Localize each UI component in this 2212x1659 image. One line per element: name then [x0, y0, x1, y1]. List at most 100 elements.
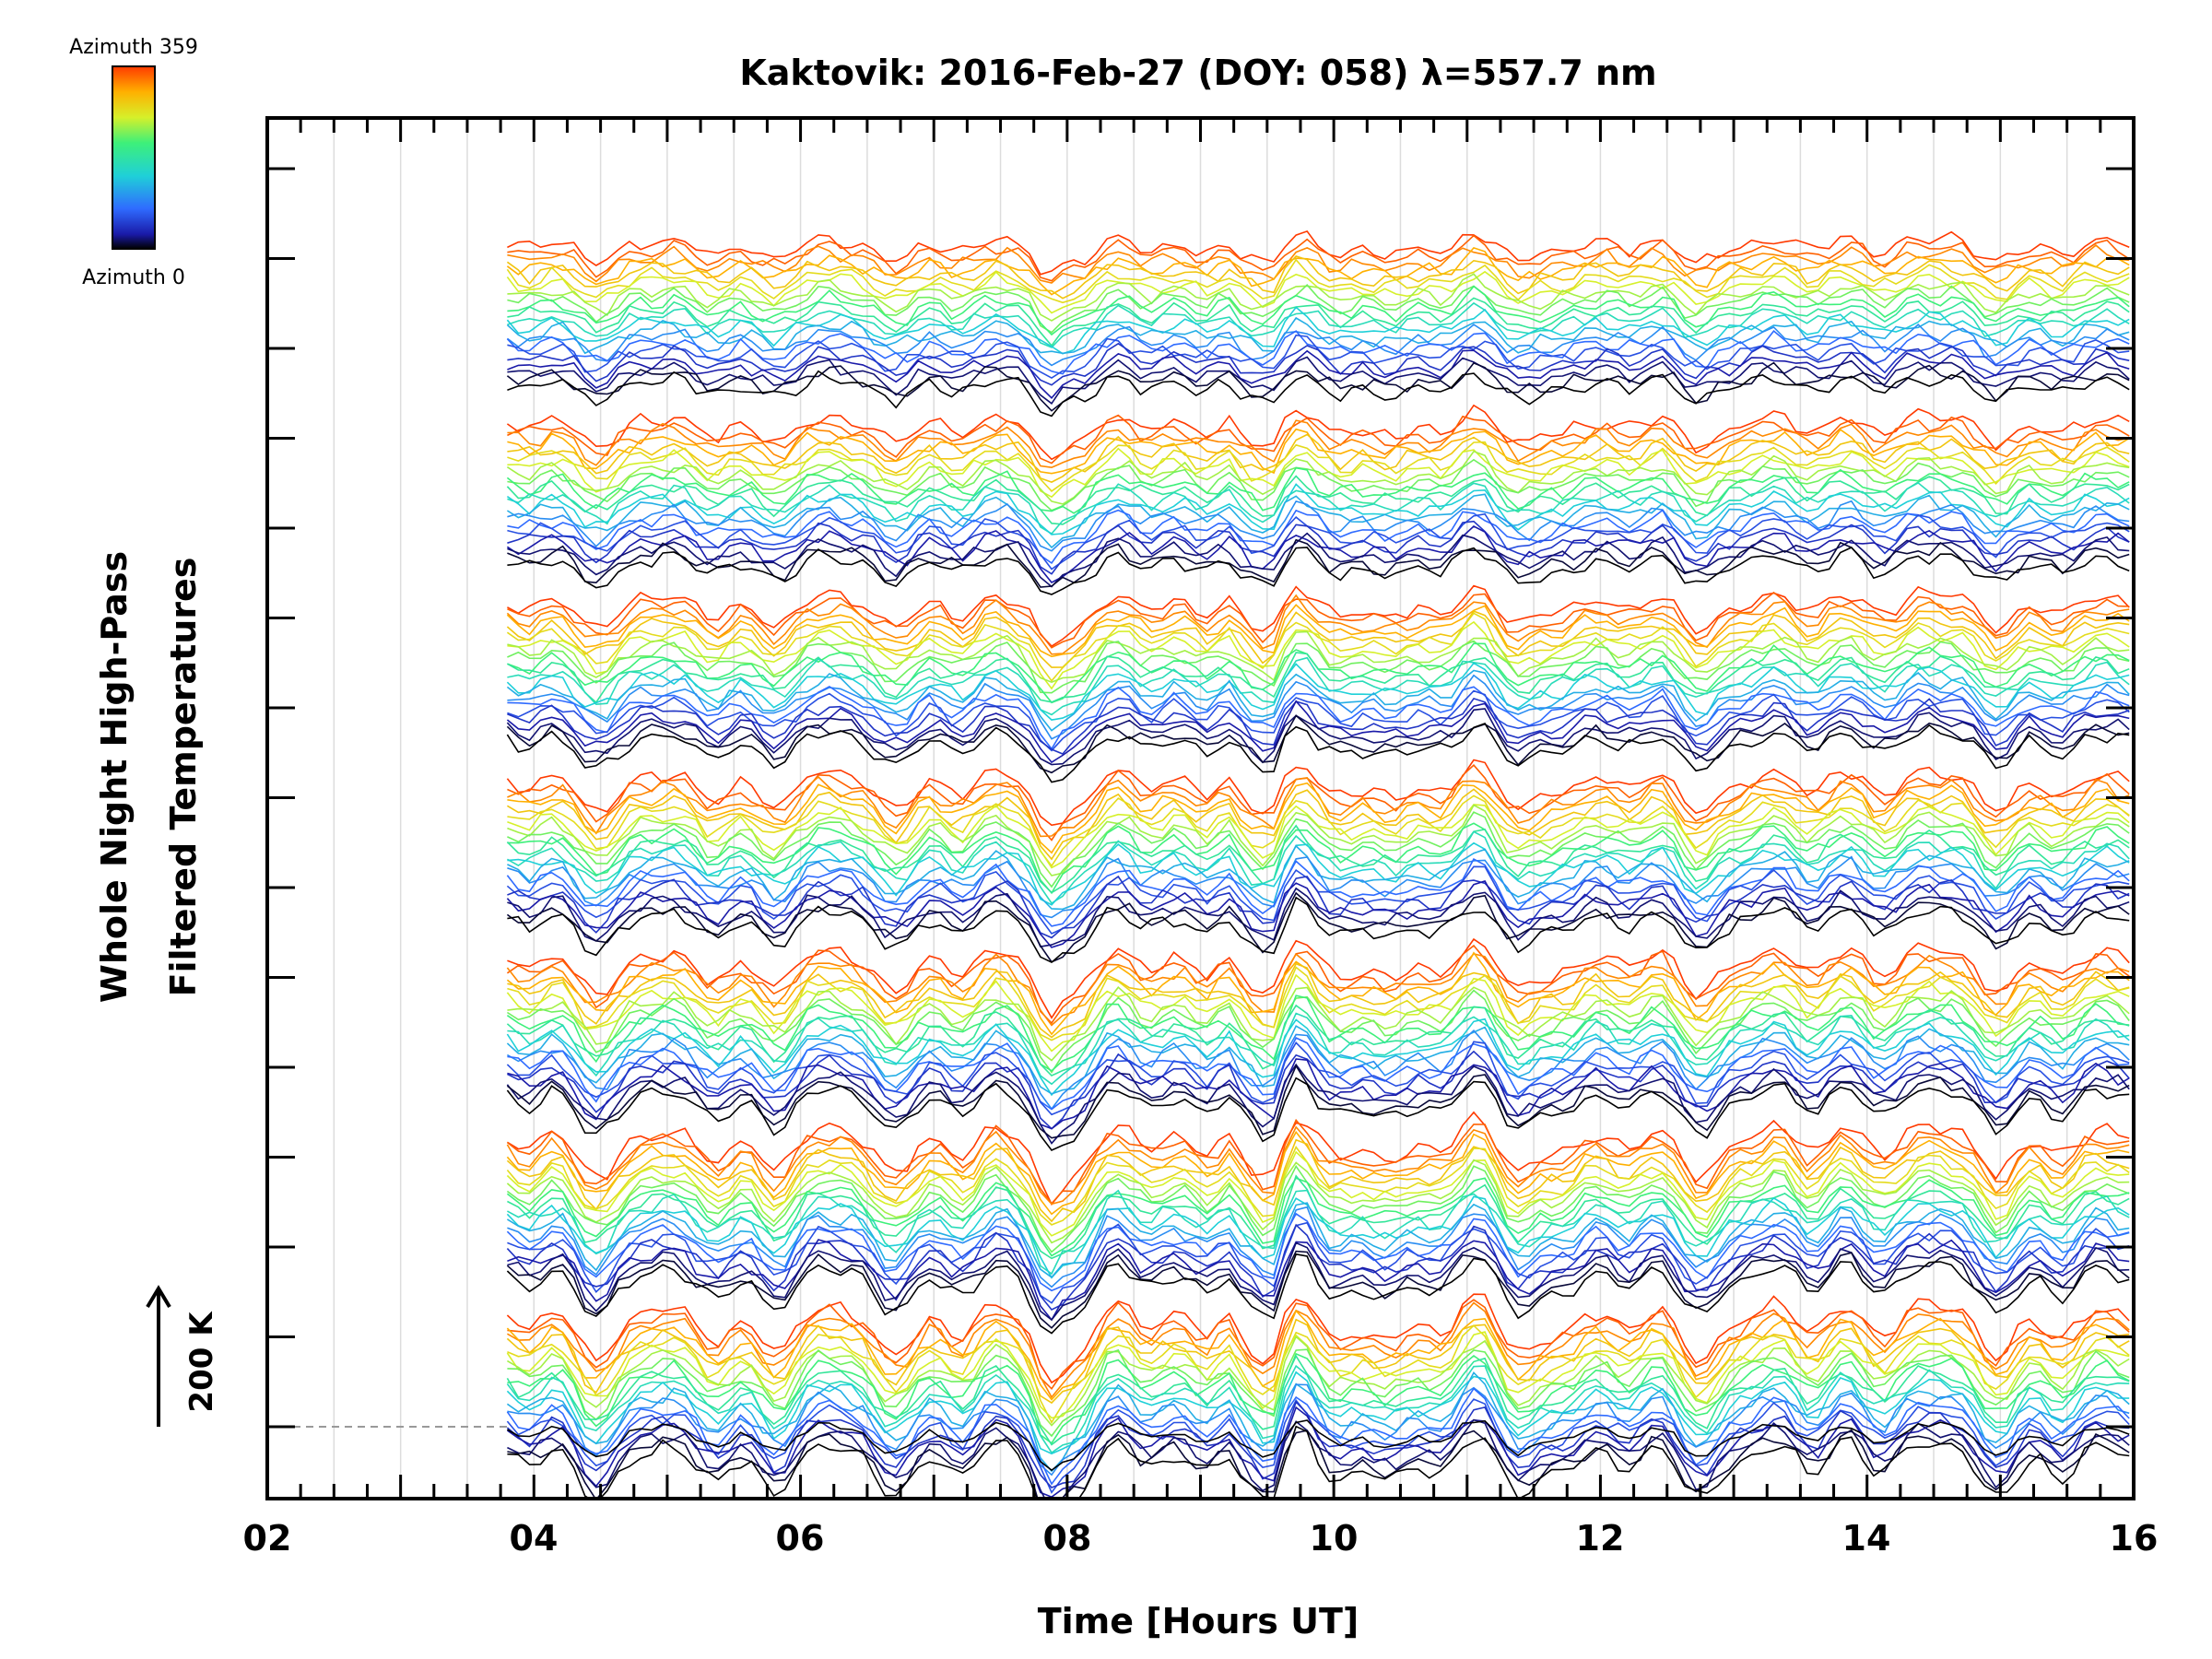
- temperature-trace: [507, 1324, 2130, 1424]
- temperature-trace: [507, 656, 2130, 716]
- temperature-trace: [506, 1293, 2130, 1384]
- temperature-trace: [506, 1025, 2130, 1095]
- temperature-trace: [506, 858, 2130, 927]
- temperature-trace: [507, 532, 2130, 588]
- temperature-trace: [507, 844, 2130, 911]
- temperature-trace: [507, 428, 2130, 475]
- temperature-trace: [506, 1111, 2130, 1206]
- temperature-trace: [506, 1406, 2130, 1499]
- temperature-trace: [506, 788, 2130, 861]
- temperature-trace: [507, 782, 2130, 854]
- temperature-trace: [506, 1130, 2130, 1216]
- x-tick-label: 02: [243, 1518, 292, 1559]
- temperature-trace: [506, 1223, 2130, 1311]
- colorbar-gradient: [112, 65, 156, 250]
- temperature-trace: [506, 1354, 2130, 1446]
- temperature-trace: [506, 1146, 2130, 1226]
- temperature-trace: [506, 1331, 2130, 1419]
- temperature-trace: [506, 1371, 2130, 1473]
- temperature-trace: [506, 306, 2130, 355]
- x-axis: 02 04 06 08 10 12 14 16 Time [Hours UT]: [243, 1518, 2159, 1641]
- temperature-trace: [507, 547, 2130, 595]
- temperature-trace: [506, 824, 2130, 894]
- temperature-trace: [507, 447, 2130, 499]
- temperature-trace: [507, 458, 2130, 512]
- x-axis-label: Time [Hours UT]: [1038, 1601, 1359, 1641]
- temperature-trace: [507, 1299, 2130, 1391]
- temperature-trace: [507, 284, 2130, 334]
- temperature-trace: [507, 1383, 2130, 1477]
- temperature-trace: [506, 475, 2130, 525]
- temperature-trace: [507, 370, 2130, 418]
- temperature-trace: [507, 584, 2130, 648]
- temperature-trace: [507, 875, 2130, 939]
- temperature-trace: [507, 297, 2130, 347]
- temperature-trace: [507, 1206, 2130, 1288]
- colorbar: Azimuth 359 Azimuth 0: [69, 36, 198, 289]
- temperature-trace: [507, 1030, 2130, 1111]
- temperature-trace: [507, 822, 2130, 895]
- x-tick-label: 10: [1310, 1518, 1359, 1559]
- temperature-trace: [506, 1063, 2130, 1145]
- temperature-trace: [507, 433, 2130, 483]
- x-tick-label: 14: [1842, 1518, 1891, 1559]
- temperature-trace: [506, 669, 2130, 732]
- temperature-trace: [507, 591, 2130, 649]
- temperature-trace: [507, 301, 2130, 348]
- temperature-trace: [507, 481, 2130, 535]
- temperature-trace: [506, 989, 2130, 1074]
- temperature-trace: [506, 759, 2130, 827]
- temperature-trace: [506, 610, 2130, 668]
- temperature-trace: [506, 1159, 2130, 1244]
- temperature-trace: [506, 1318, 2130, 1405]
- colorbar-top-label: Azimuth 359: [69, 36, 198, 59]
- temperature-trace: [506, 1195, 2130, 1279]
- temperature-trace: [506, 1309, 2130, 1401]
- temperature-trace: [507, 244, 2130, 284]
- temperature-trace: [507, 1425, 2130, 1499]
- temperature-trace: [507, 830, 2130, 905]
- temperature-trace: [506, 329, 2130, 375]
- temperature-trace: [506, 324, 2130, 367]
- temperature-trace: [507, 509, 2130, 565]
- temperature-trace: [506, 662, 2130, 721]
- temperature-trace: [507, 794, 2130, 867]
- temperature-trace: [506, 1150, 2130, 1237]
- x-tick-label: 04: [510, 1518, 559, 1559]
- temperature-trace: [507, 349, 2130, 399]
- temperature-trace: [507, 342, 2130, 386]
- temperature-trace: [507, 1058, 2130, 1130]
- temperature-trace: [506, 1004, 2130, 1077]
- scale-arrow-head: [146, 1285, 171, 1309]
- temperature-trace: [507, 689, 2130, 752]
- x-axis-ticks: [265, 118, 2136, 1499]
- temperature-trace: [506, 1177, 2130, 1257]
- temperature-trace: [506, 944, 2130, 1025]
- temperature-trace: [507, 1012, 2130, 1086]
- temperature-trace: [506, 1387, 2130, 1486]
- temperature-trace: [506, 714, 2130, 774]
- temperature-trace: [506, 994, 2130, 1072]
- temperature-trace: [507, 512, 2130, 571]
- temperature-traces: [506, 229, 2130, 1499]
- temperature-trace: [506, 1400, 2130, 1488]
- temperature-trace: [506, 1164, 2130, 1253]
- temperature-trace: [507, 855, 2130, 919]
- temperature-trace: [507, 1189, 2130, 1276]
- temperature-trace: [507, 937, 2130, 1019]
- temperature-trace: [507, 1037, 2130, 1111]
- temperature-trace: [507, 640, 2130, 694]
- temperature-trace: [507, 630, 2130, 684]
- temperature-trace: [506, 254, 2130, 300]
- temperature-trace: [506, 612, 2130, 682]
- temperature-trace: [507, 419, 2130, 469]
- temperature-trace: [506, 708, 2130, 766]
- x-tick-label: 08: [1043, 1518, 1092, 1559]
- temperature-trace: [507, 887, 2130, 947]
- y-axis-label: Whole Night High-Pass Filtered Temperatu…: [94, 551, 204, 1003]
- y-axis-label-line2: Filtered Temperatures: [163, 558, 204, 997]
- temperature-trace: [506, 466, 2130, 514]
- temperature-trace: [506, 891, 2130, 963]
- temperature-trace: [507, 285, 2130, 336]
